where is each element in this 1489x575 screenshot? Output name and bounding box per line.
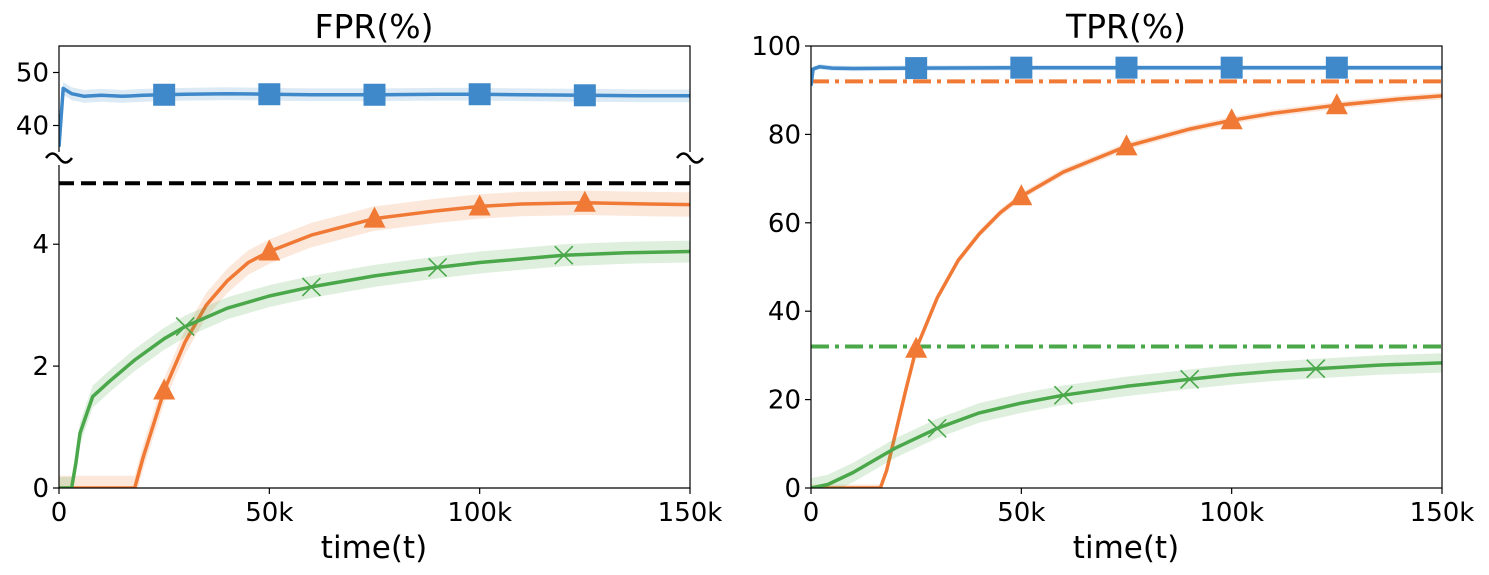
tpr-x-tick-label-2: 100k bbox=[1199, 498, 1264, 528]
tpr-y-tick-label-5: 100 bbox=[751, 32, 801, 62]
series-tpr-1-marker-2 bbox=[1115, 134, 1138, 156]
series-fpr-0-marker-2 bbox=[363, 83, 386, 106]
series-fpr-0 bbox=[59, 82, 690, 152]
series-fpr-2-band bbox=[59, 240, 690, 488]
series-tpr-0-band bbox=[811, 64, 1442, 89]
series-tpr-1-marker-0 bbox=[905, 336, 928, 358]
fpr-x-tick-label-3: 150k bbox=[658, 498, 723, 528]
series-tpr-1-line bbox=[811, 94, 1442, 488]
fpr-x-axis-label: time(t) bbox=[321, 530, 427, 566]
series-tpr-2-marker-3 bbox=[1306, 359, 1326, 379]
series-tpr-1 bbox=[811, 92, 1442, 488]
series-fpr-2-marker-1 bbox=[301, 277, 321, 297]
series-tpr-0-marker-4 bbox=[1325, 56, 1348, 79]
series-tpr-2-marker-0 bbox=[927, 418, 947, 438]
series-tpr-0 bbox=[811, 56, 1442, 89]
fpr-title: FPR(%) bbox=[315, 7, 434, 46]
fpr-axis-break-right bbox=[675, 152, 705, 164]
fpr-lower-y-tick-label-2: 4 bbox=[32, 230, 49, 260]
series-tpr-2 bbox=[811, 353, 1442, 488]
series-tpr-2-marker-1 bbox=[1053, 385, 1073, 405]
fpr-upper-frame bbox=[58, 45, 691, 152]
fpr-upper-y-tick-label-1: 50 bbox=[16, 59, 49, 89]
series-tpr-2-band bbox=[811, 353, 1442, 488]
series-fpr-1-marker-2 bbox=[363, 206, 386, 228]
series-fpr-2 bbox=[59, 240, 690, 488]
series-tpr-0-marker-3 bbox=[1220, 56, 1243, 79]
series-fpr-2-marker-3 bbox=[554, 245, 574, 265]
series-fpr-2-marker-0 bbox=[175, 316, 195, 337]
fpr-upper-panel: 40 50 bbox=[16, 45, 705, 164]
series-tpr-0-marker-2 bbox=[1115, 56, 1138, 79]
series-fpr-0-marker-4 bbox=[573, 84, 596, 107]
tpr-x-tick-label-0: 0 bbox=[803, 498, 820, 528]
fpr-x-tick-label-2: 100k bbox=[447, 498, 512, 528]
series-fpr-2-marker-2 bbox=[428, 257, 448, 277]
tpr-y-tick-label-0: 0 bbox=[784, 474, 801, 504]
series-fpr-1-marker-4 bbox=[573, 190, 596, 212]
series-tpr-1-marker-4 bbox=[1325, 93, 1348, 115]
fpr-x-tick-label-0: 0 bbox=[51, 498, 68, 528]
series-fpr-1-marker-1 bbox=[258, 239, 281, 261]
series-fpr-1-marker-0 bbox=[153, 378, 176, 400]
tpr-x-tick-label-3: 150k bbox=[1410, 498, 1475, 528]
series-fpr-0-marker-1 bbox=[258, 83, 281, 106]
tpr-x-axis-label: time(t) bbox=[1073, 530, 1179, 566]
fpr-lower-panel: 0 2 4 0 50k 100k 150k bbox=[32, 165, 722, 528]
fpr-lower-frame bbox=[58, 165, 691, 489]
series-tpr-2-marker-2 bbox=[1180, 369, 1200, 389]
tpr-y-tick-label-2: 40 bbox=[768, 297, 801, 327]
fpr-upper-y-tick-label-0: 40 bbox=[16, 112, 49, 142]
tpr-x-tick-label-1: 50k bbox=[997, 498, 1045, 528]
series-fpr-1-marker-3 bbox=[468, 194, 491, 216]
fpr-axis-break-left bbox=[44, 152, 74, 164]
series-fpr-0-marker-3 bbox=[468, 83, 491, 106]
tpr-y-tick-label-4: 80 bbox=[768, 120, 801, 150]
fpr-lower-y-tick-label-0: 0 bbox=[32, 474, 49, 504]
tpr-y-tick-label-3: 60 bbox=[768, 209, 801, 239]
tpr-frame bbox=[810, 45, 1443, 489]
series-fpr-0-band bbox=[59, 82, 690, 152]
tpr-plot-panel: 0 20 40 60 80 100 0 50k 100k 150k bbox=[751, 32, 1474, 528]
fpr-lower-y-tick-label-1: 2 bbox=[32, 352, 49, 382]
tpr-title: TPR(%) bbox=[1065, 7, 1186, 46]
series-tpr-1-marker-3 bbox=[1220, 108, 1243, 130]
series-fpr-2-line bbox=[59, 249, 690, 488]
series-tpr-0-marker-1 bbox=[1010, 56, 1033, 79]
series-fpr-0-marker-0 bbox=[153, 83, 176, 106]
series-tpr-1-marker-1 bbox=[1010, 184, 1033, 206]
tpr-chart: TPR(%) 0 20 40 60 80 100 0 50k 100k 150k time(t) bbox=[751, 7, 1474, 566]
fpr-x-tick-label-1: 50k bbox=[245, 498, 293, 528]
series-tpr-0-marker-0 bbox=[905, 57, 928, 80]
tpr-y-tick-label-1: 20 bbox=[768, 386, 801, 416]
series-fpr-1 bbox=[59, 190, 690, 488]
series-fpr-0-line bbox=[59, 86, 690, 147]
